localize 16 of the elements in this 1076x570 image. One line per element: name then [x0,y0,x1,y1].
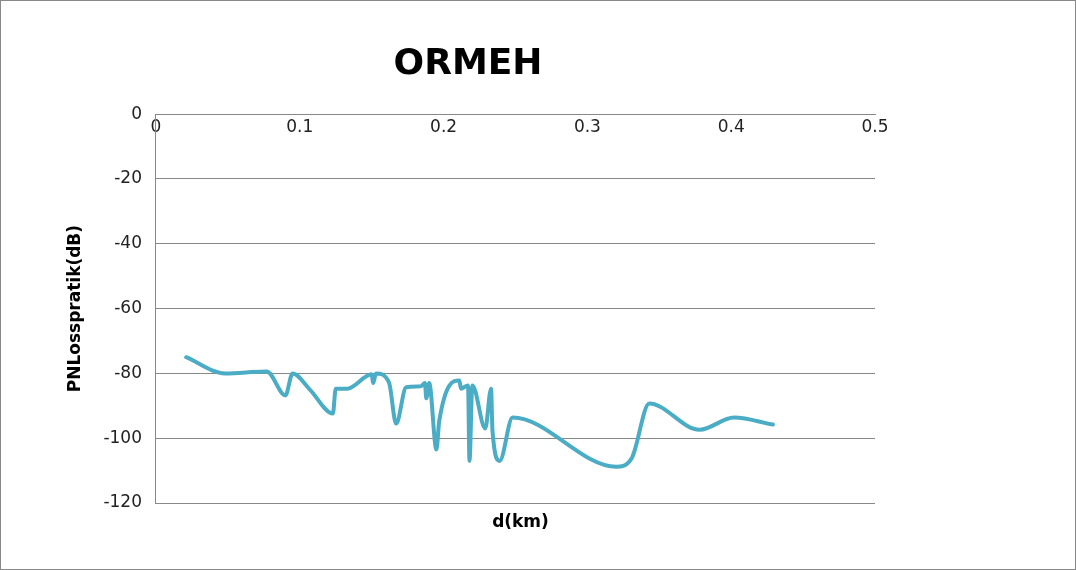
y-tick-label: -40 [114,232,142,253]
x-tick-label: 0.4 [717,115,745,136]
x-tick-label: 0.1 [286,115,314,136]
x-tick-label: 0.3 [573,115,601,136]
y-tick-label: -80 [114,361,142,382]
x-tick-label: 0.2 [430,115,458,136]
y-tick-label: -100 [103,426,142,447]
y-tick-label: -20 [114,167,142,188]
y-tick-label: -120 [103,491,142,512]
chart-title: ORMEH [393,40,543,82]
x-tick-label: 0.5 [861,115,889,136]
y-tick-label: 0 [131,102,142,123]
line-series [184,355,775,469]
y-axis-title: PNLosspratik(dB) [63,224,84,393]
x-axis-title: d(km) [491,511,550,531]
y-tick-label: -60 [114,297,142,318]
